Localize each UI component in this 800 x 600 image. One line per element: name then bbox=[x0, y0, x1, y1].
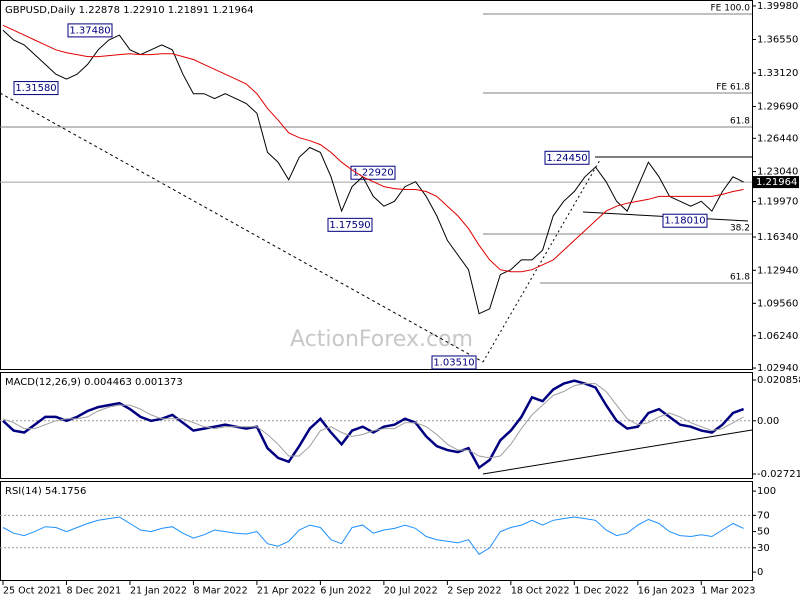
series-line bbox=[2, 516, 744, 555]
x-tick-label: 21 Jan 2022 bbox=[130, 586, 187, 597]
y-tick-label: 100 bbox=[757, 486, 776, 497]
y-tick-label: 1.19970 bbox=[757, 197, 798, 208]
y-tick-label: 1.16340 bbox=[757, 232, 798, 243]
trend-line bbox=[482, 159, 601, 363]
price-label-box bbox=[431, 355, 477, 370]
price-label-box bbox=[544, 150, 590, 165]
price-label: 1.17590 bbox=[329, 220, 370, 231]
x-tick-label: 8 Mar 2022 bbox=[193, 586, 247, 597]
y-tick-label: 70 bbox=[757, 510, 770, 521]
x-tick-label: 1 Dec 2022 bbox=[574, 586, 629, 597]
price-label: 1.18010 bbox=[664, 216, 705, 227]
watermark: ActionForex.com bbox=[290, 327, 473, 352]
x-tick-label: 16 Jan 2023 bbox=[638, 586, 695, 597]
price-label: 1.22920 bbox=[352, 168, 393, 179]
fib-label: 61.8 bbox=[730, 116, 750, 126]
fib-label: 61.8 bbox=[730, 272, 750, 282]
rsi-panel bbox=[0, 481, 753, 581]
x-tick-label: 1 Mar 2023 bbox=[701, 586, 755, 597]
price-label: 1.24450 bbox=[546, 153, 587, 164]
x-tick-label: 6 Jun 2022 bbox=[320, 586, 371, 597]
y-tick-label: 1.09560 bbox=[757, 298, 798, 309]
rsi-title: RSI(14) 54.1756 bbox=[5, 486, 86, 497]
y-tick-label: 1.33120 bbox=[757, 68, 798, 79]
fib-label: FE 100.0 bbox=[711, 3, 751, 13]
y-tick-label: 1.29690 bbox=[757, 102, 798, 113]
macd-panel bbox=[0, 372, 753, 479]
price-label: 1.31580 bbox=[15, 83, 56, 94]
price-label-box bbox=[67, 23, 113, 38]
y-tick-label: 0.00 bbox=[757, 416, 779, 427]
chart-title: GBPUSD,Daily 1.22878 1.22910 1.21891 1.2… bbox=[5, 5, 254, 16]
series-line bbox=[2, 383, 744, 459]
price-label-box bbox=[662, 213, 708, 228]
series-line bbox=[2, 24, 744, 273]
price-label-box bbox=[13, 81, 59, 96]
current-price-label: 1.21964 bbox=[756, 177, 797, 188]
y-tick-label: 1.26440 bbox=[757, 133, 798, 144]
x-tick-label: 25 Oct 2021 bbox=[3, 586, 62, 597]
y-tick-label: -0.027213 bbox=[757, 469, 800, 480]
series-line bbox=[2, 379, 745, 470]
y-tick-label: 50 bbox=[757, 527, 770, 538]
macd-trend-line bbox=[482, 429, 753, 475]
y-tick-label: 1.12940 bbox=[757, 265, 798, 276]
y-tick-label: 0 bbox=[757, 567, 763, 578]
x-tick-label: 21 Apr 2022 bbox=[257, 586, 316, 597]
x-tick-label: 18 Oct 2022 bbox=[511, 586, 570, 597]
price-panel bbox=[0, 0, 753, 370]
trend-line bbox=[0, 92, 484, 363]
fib-label: FE 61.8 bbox=[716, 82, 750, 92]
series-line bbox=[2, 29, 744, 315]
fib-label: 38.2 bbox=[730, 224, 750, 234]
y-tick-label: 1.02940 bbox=[757, 363, 798, 374]
x-tick-label: 20 Jul 2022 bbox=[384, 586, 438, 597]
y-tick-label: 1.36550 bbox=[757, 34, 798, 45]
price-label-box bbox=[327, 217, 373, 232]
x-tick-label: 8 Dec 2021 bbox=[66, 586, 121, 597]
y-tick-label: 1.23040 bbox=[757, 167, 798, 178]
current-price-box bbox=[753, 176, 799, 189]
y-tick-label: 1.39980 bbox=[757, 1, 798, 12]
y-tick-label: 1.06240 bbox=[757, 331, 798, 342]
macd-title: MACD(12,26,9) 0.004463 0.001373 bbox=[5, 377, 183, 388]
y-tick-label: 30 bbox=[757, 543, 770, 554]
y-tick-label: 0.020858 bbox=[757, 375, 800, 386]
x-tick-label: 2 Sep 2022 bbox=[447, 586, 501, 597]
price-label: 1.37480 bbox=[69, 25, 110, 36]
price-label: 1.03510 bbox=[433, 357, 474, 368]
